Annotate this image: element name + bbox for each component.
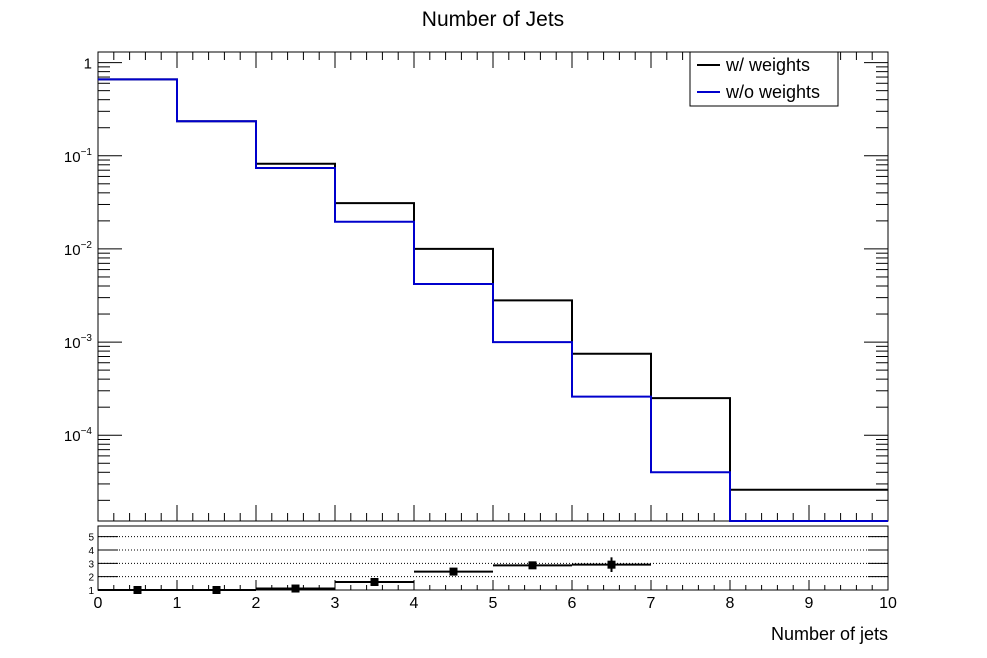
x-axis-title: Number of jets <box>771 624 888 644</box>
ratio-points <box>98 557 651 594</box>
legend-label-unweighted: w/o weights <box>725 82 820 102</box>
ratio-marker <box>133 586 142 594</box>
x-tick-labels: 0 1 2 3 4 5 6 7 8 9 10 <box>94 595 897 612</box>
main-y-tick-label: 10−1 <box>64 147 93 166</box>
ratio-marker <box>370 578 379 586</box>
ratio-marker <box>449 567 458 576</box>
main-y-tick-label: 10−3 <box>64 333 93 352</box>
main-axis-ticks <box>97 52 889 521</box>
x-tick-label: 10 <box>879 595 897 612</box>
x-tick-label: 8 <box>726 595 735 612</box>
ratio-y-tick-label: 5 <box>88 533 94 544</box>
chart-title: Number of Jets <box>422 8 564 31</box>
ratio-y-tick-label: 2 <box>88 573 94 584</box>
main-y-tick-label: 10−2 <box>64 240 93 259</box>
legend-label-weighted: w/ weights <box>725 55 810 75</box>
ratio-point <box>256 584 335 593</box>
histogram-unweighted <box>98 78 888 522</box>
main-y-tick-label: 1 <box>84 56 92 73</box>
ratio-point <box>414 567 493 576</box>
ratio-marker <box>212 586 221 594</box>
ratio-point <box>572 557 651 572</box>
ratio-marker <box>291 584 300 593</box>
x-tick-label: 2 <box>252 595 261 612</box>
ratio-marker <box>528 561 537 570</box>
main-y-tick-label: 10−4 <box>64 426 93 445</box>
x-tick-label: 4 <box>410 595 419 612</box>
ratio-y-tick-label: 3 <box>88 559 94 570</box>
ratio-point <box>177 586 256 594</box>
ratio-point <box>98 586 177 594</box>
x-tick-label: 1 <box>173 595 182 612</box>
ratio-point <box>335 578 414 586</box>
ratio-y-tick-labels: 1 2 3 4 5 <box>88 533 94 597</box>
ratio-y-tick-label: 1 <box>88 586 94 597</box>
x-tick-label: 7 <box>647 595 656 612</box>
ratio-y-tick-label: 4 <box>88 546 94 557</box>
main-y-tick-labels: 1 10−1 10−2 10−3 10−4 <box>64 56 93 446</box>
x-tick-label: 9 <box>805 595 814 612</box>
ratio-point <box>493 561 572 570</box>
x-tick-label: 0 <box>94 595 103 612</box>
main-histograms <box>98 78 888 522</box>
ratio-marker <box>607 560 616 569</box>
legend-box <box>689 51 839 107</box>
x-tick-label: 6 <box>568 595 577 612</box>
x-tick-label: 5 <box>489 595 498 612</box>
legend: w/ weights w/o weights <box>689 51 839 107</box>
x-tick-label: 3 <box>331 595 340 612</box>
